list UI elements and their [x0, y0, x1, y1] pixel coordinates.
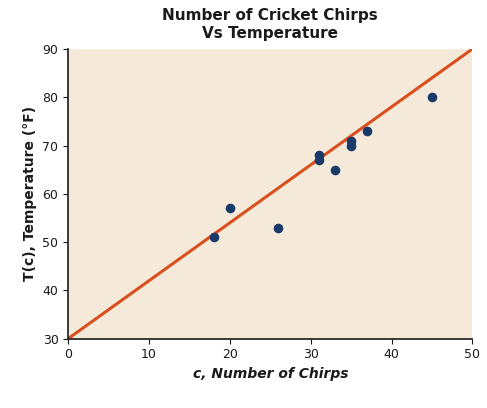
Point — [210, 234, 218, 240]
Point — [315, 157, 323, 163]
Y-axis label: T(c), Temperature (°F): T(c), Temperature (°F) — [23, 106, 37, 282]
Point — [363, 128, 371, 134]
Point — [331, 166, 339, 173]
Point — [347, 142, 355, 149]
Point — [226, 205, 234, 211]
Point — [428, 94, 436, 100]
X-axis label: c, Number of Chirps: c, Number of Chirps — [192, 367, 348, 381]
Point — [275, 224, 282, 231]
Point — [315, 152, 323, 158]
Title: Number of Cricket Chirps
Vs Temperature: Number of Cricket Chirps Vs Temperature — [162, 9, 378, 41]
Point — [347, 137, 355, 144]
